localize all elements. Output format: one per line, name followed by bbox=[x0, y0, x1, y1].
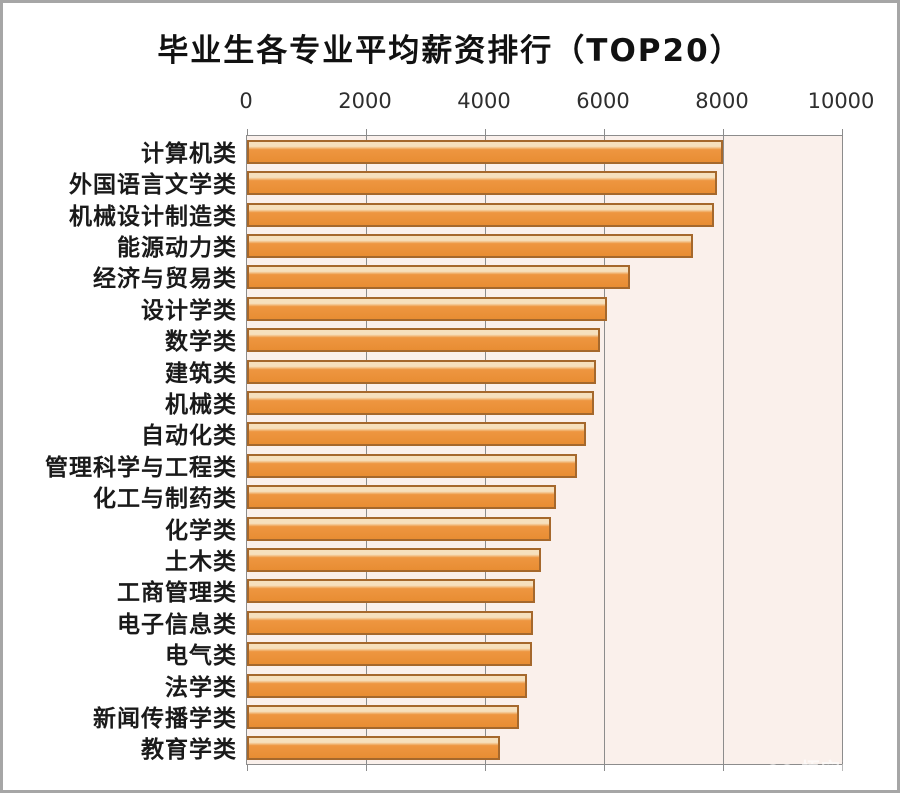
category-label: 能源动力类 bbox=[117, 234, 237, 261]
plot-area bbox=[246, 129, 843, 771]
axis-tickmark bbox=[366, 765, 367, 771]
axis-tickmark bbox=[366, 129, 367, 135]
axis-tickmark bbox=[604, 129, 605, 135]
category-label: 化学类 bbox=[165, 517, 237, 544]
category-label: 自动化类 bbox=[141, 423, 237, 450]
category-label: 管理科学与工程类 bbox=[45, 454, 237, 481]
bar bbox=[247, 233, 694, 258]
bar bbox=[247, 139, 723, 164]
gridline bbox=[723, 136, 724, 764]
category-label: 教育学类 bbox=[141, 737, 237, 764]
gridline bbox=[485, 136, 486, 764]
category-label: 数学类 bbox=[165, 329, 237, 356]
axis-tickmark bbox=[842, 765, 843, 771]
x-tick-label: 6000 bbox=[576, 89, 630, 113]
bar bbox=[247, 673, 527, 698]
bar bbox=[247, 390, 595, 415]
bar bbox=[247, 516, 552, 541]
category-label: 土木类 bbox=[165, 548, 237, 575]
axis-tickmark bbox=[723, 129, 724, 135]
x-tick-label: 10000 bbox=[807, 89, 875, 113]
bar bbox=[247, 704, 519, 729]
bar bbox=[247, 485, 556, 510]
axis-tickmark bbox=[485, 129, 486, 135]
x-tick-label: 0 bbox=[239, 89, 253, 113]
axis-tickmark bbox=[247, 129, 248, 135]
category-label: 经济与贸易类 bbox=[93, 266, 237, 293]
category-label: 设计学类 bbox=[141, 297, 237, 324]
category-label: 电子信息类 bbox=[117, 611, 237, 638]
bar bbox=[247, 579, 535, 604]
category-label: 化工与制药类 bbox=[93, 486, 237, 513]
axis-tickmark bbox=[247, 765, 248, 771]
bar bbox=[247, 453, 577, 478]
category-label: 工商管理类 bbox=[117, 580, 237, 607]
bar bbox=[247, 202, 715, 227]
bar bbox=[247, 547, 541, 572]
axis-tickmark bbox=[842, 129, 843, 135]
gridline bbox=[604, 136, 605, 764]
bar bbox=[247, 422, 586, 447]
bar bbox=[247, 642, 532, 667]
axis-tickmark bbox=[723, 765, 724, 771]
x-tick-label: 8000 bbox=[695, 89, 749, 113]
bar bbox=[247, 265, 630, 290]
gridline bbox=[366, 136, 367, 764]
x-tick-label: 4000 bbox=[457, 89, 511, 113]
bar bbox=[247, 359, 596, 384]
category-label: 外国语言文学类 bbox=[69, 172, 237, 199]
bar bbox=[247, 736, 500, 761]
bar bbox=[247, 610, 533, 635]
category-label: 机械类 bbox=[165, 391, 237, 418]
bar bbox=[247, 296, 607, 321]
axis-tickmark bbox=[604, 765, 605, 771]
x-tick-label: 2000 bbox=[338, 89, 392, 113]
category-label: 电气类 bbox=[165, 643, 237, 670]
category-label: 建筑类 bbox=[165, 360, 237, 387]
axis-tickmark bbox=[485, 765, 486, 771]
category-label: 机械设计制造类 bbox=[69, 203, 237, 230]
bar bbox=[247, 171, 718, 196]
category-label: 计算机类 bbox=[141, 140, 237, 167]
category-label: 法学类 bbox=[165, 674, 237, 701]
category-label: 新闻传播学类 bbox=[93, 705, 237, 732]
bar bbox=[247, 328, 600, 353]
chart-title: 毕业生各专业平均薪资排行（TOP20） bbox=[157, 33, 743, 69]
